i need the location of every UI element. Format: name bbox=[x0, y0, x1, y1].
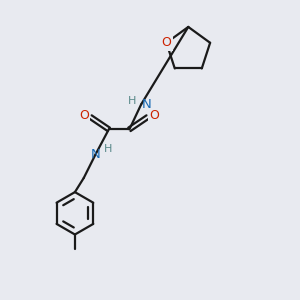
Text: O: O bbox=[149, 109, 159, 122]
Text: O: O bbox=[79, 109, 89, 122]
Text: H: H bbox=[104, 144, 112, 154]
Text: H: H bbox=[128, 96, 136, 106]
Text: N: N bbox=[91, 148, 100, 161]
Text: N: N bbox=[142, 98, 151, 111]
Text: O: O bbox=[161, 36, 171, 49]
